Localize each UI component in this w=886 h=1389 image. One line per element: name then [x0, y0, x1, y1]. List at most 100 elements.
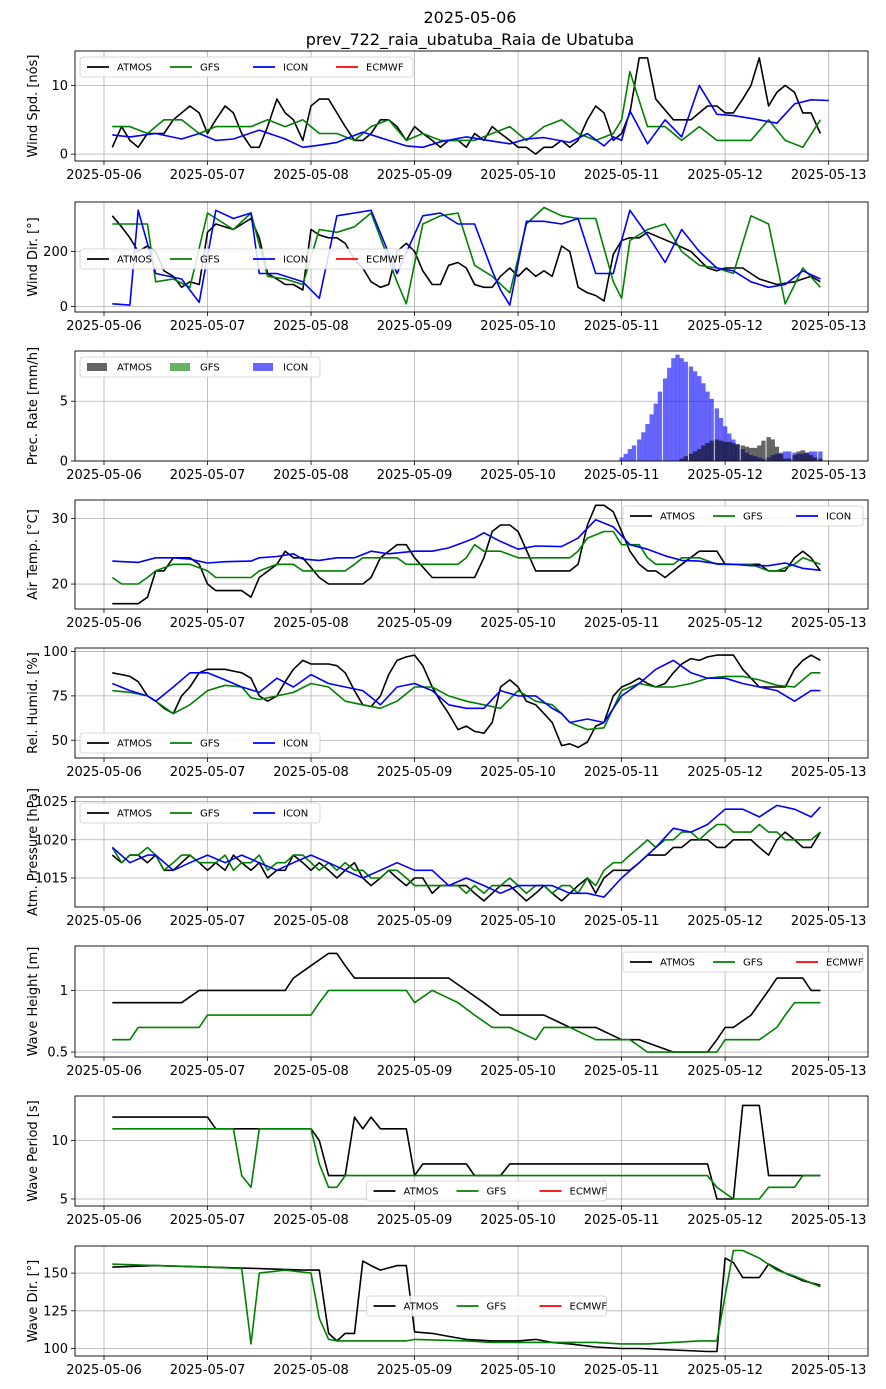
- bar-icon: [631, 445, 637, 461]
- x-tick-label: 2025-05-08: [273, 1213, 349, 1228]
- legend: ATMOS GFS ECMWF: [622, 951, 864, 973]
- legend-label: ATMOS: [660, 512, 695, 523]
- bar-icon: [653, 403, 658, 461]
- x-tick-label: 2025-05-11: [584, 914, 660, 929]
- legend-label: ATMOS: [117, 255, 152, 266]
- plot-area: [112, 1104, 821, 1200]
- bar-atmos: [683, 456, 688, 461]
- bar-atmos: [796, 451, 801, 461]
- legend-label: ICON: [283, 809, 308, 820]
- series-line-gfs: [112, 671, 821, 731]
- y-axis-label: Wind Dir. [°]: [26, 217, 41, 297]
- y-tick-label: 100: [43, 1342, 68, 1357]
- y-tick-label: 125: [43, 1304, 68, 1319]
- bar-atmos: [787, 458, 792, 461]
- bar-icon: [637, 439, 642, 461]
- bar-atmos: [757, 445, 762, 461]
- x-tick-label: 2025-05-06: [66, 616, 142, 631]
- legend-box: [622, 951, 864, 973]
- bar-atmos: [735, 444, 740, 461]
- series-line-atmos: [111, 831, 822, 902]
- y-tick-label: 150: [43, 1267, 68, 1282]
- legend: ATMOS GFS ICON: [79, 802, 321, 824]
- x-tick-label: 2025-05-13: [791, 914, 867, 929]
- x-tick-label: 2025-05-12: [687, 319, 763, 334]
- x-tick-label: 2025-05-13: [791, 1064, 867, 1079]
- x-tick-label: 2025-05-09: [377, 1064, 453, 1079]
- x-tick-label: 2025-05-07: [170, 914, 246, 929]
- x-tick-label: 2025-05-12: [687, 1064, 763, 1079]
- bar-atmos: [705, 443, 710, 461]
- legend-label: ICON: [283, 255, 308, 266]
- series-line-icon: [112, 84, 829, 149]
- bar-icon: [718, 417, 724, 461]
- series-line-gfs: [111, 823, 821, 895]
- bar-icon: [692, 371, 698, 461]
- legend-label: GFS: [200, 809, 220, 820]
- axes-frame: [74, 945, 869, 1058]
- legend-label: ECMWF: [570, 1302, 608, 1313]
- y-tick-label: 1025: [35, 795, 68, 810]
- x-tick-label: 2025-05-13: [791, 468, 867, 483]
- bar-atmos: [783, 458, 788, 461]
- bar-atmos: [818, 458, 823, 461]
- axes-frame: [74, 1245, 869, 1357]
- x-tick-label: 2025-05-10: [480, 319, 556, 334]
- panel-1: 2025-05-06 2025-05-07 2025-05-08 2025-05-09…: [26, 50, 869, 183]
- bar-atmos: [792, 455, 797, 461]
- panel-2: 2025-05-06 2025-05-07 2025-05-08 2025-05-09…: [26, 201, 869, 334]
- plot-area: [111, 206, 821, 306]
- x-tick-label: 2025-05-11: [584, 1213, 660, 1228]
- series-line-atmos: [112, 952, 821, 1053]
- legend-label: ATMOS: [117, 363, 152, 374]
- axes-frame: [74, 50, 869, 162]
- x-tick-label: 2025-05-07: [170, 168, 246, 183]
- legend-label: ATMOS: [404, 1187, 439, 1198]
- bar-atmos: [766, 437, 771, 461]
- series-line-atmos: [111, 215, 821, 302]
- legend: ATMOS GFS ICON: [79, 732, 321, 754]
- x-tick-label: 2025-05-06: [66, 468, 142, 483]
- x-tick-label: 2025-05-06: [66, 914, 142, 929]
- legend-label: GFS: [200, 255, 220, 266]
- x-tick-label: 2025-05-10: [480, 468, 556, 483]
- bar-atmos: [778, 453, 784, 461]
- series-line-icon: [112, 659, 821, 724]
- y-tick-label: 0: [60, 300, 68, 315]
- legend-label: GFS: [743, 512, 763, 523]
- plot-area: [112, 1249, 821, 1353]
- x-tick-label: 2025-05-11: [584, 1064, 660, 1079]
- panel-3: 2025-05-06 2025-05-07 2025-05-08 2025-05-09…: [26, 347, 869, 483]
- series-line-gfs: [112, 206, 821, 305]
- legend-label: ICON: [283, 63, 308, 74]
- legend: ATMOS GFS ICON ECMWF: [79, 248, 414, 270]
- bar-icon: [671, 358, 676, 461]
- x-tick-label: 2025-05-07: [170, 319, 246, 334]
- bar-icon: [649, 414, 654, 461]
- x-tick-label: 2025-05-06: [66, 168, 142, 183]
- x-tick-label: 2025-05-06: [66, 1064, 142, 1079]
- bar-icon: [675, 354, 680, 461]
- x-tick-label: 2025-05-12: [687, 616, 763, 631]
- axes-frame: [74, 1095, 869, 1207]
- x-tick-label: 2025-05-10: [480, 1064, 556, 1079]
- y-axis-label: Wave Height [m]: [26, 947, 41, 1057]
- x-tick-label: 2025-05-07: [170, 765, 246, 780]
- x-tick-label: 2025-05-12: [687, 765, 763, 780]
- x-tick-label: 2025-05-09: [377, 1363, 453, 1378]
- y-axis-label: Atm. Pressure [hPa]: [26, 788, 41, 916]
- legend-box: [79, 802, 321, 824]
- panel-5: 2025-05-06 2025-05-07 2025-05-08 2025-05-09…: [26, 645, 869, 780]
- legend-label: GFS: [743, 958, 763, 969]
- x-tick-label: 2025-05-10: [480, 914, 556, 929]
- legend-swatch: [170, 363, 190, 371]
- x-tick-label: 2025-05-08: [273, 168, 349, 183]
- series-line-atmos: [112, 654, 821, 749]
- x-tick-label: 2025-05-12: [687, 168, 763, 183]
- figure-title-line1: 2025-05-06: [424, 8, 517, 27]
- x-tick-label: 2025-05-13: [791, 765, 867, 780]
- bar-atmos: [709, 440, 714, 461]
- legend-swatch: [87, 363, 107, 371]
- bar-atmos: [718, 440, 724, 461]
- axes-frame: [74, 350, 869, 462]
